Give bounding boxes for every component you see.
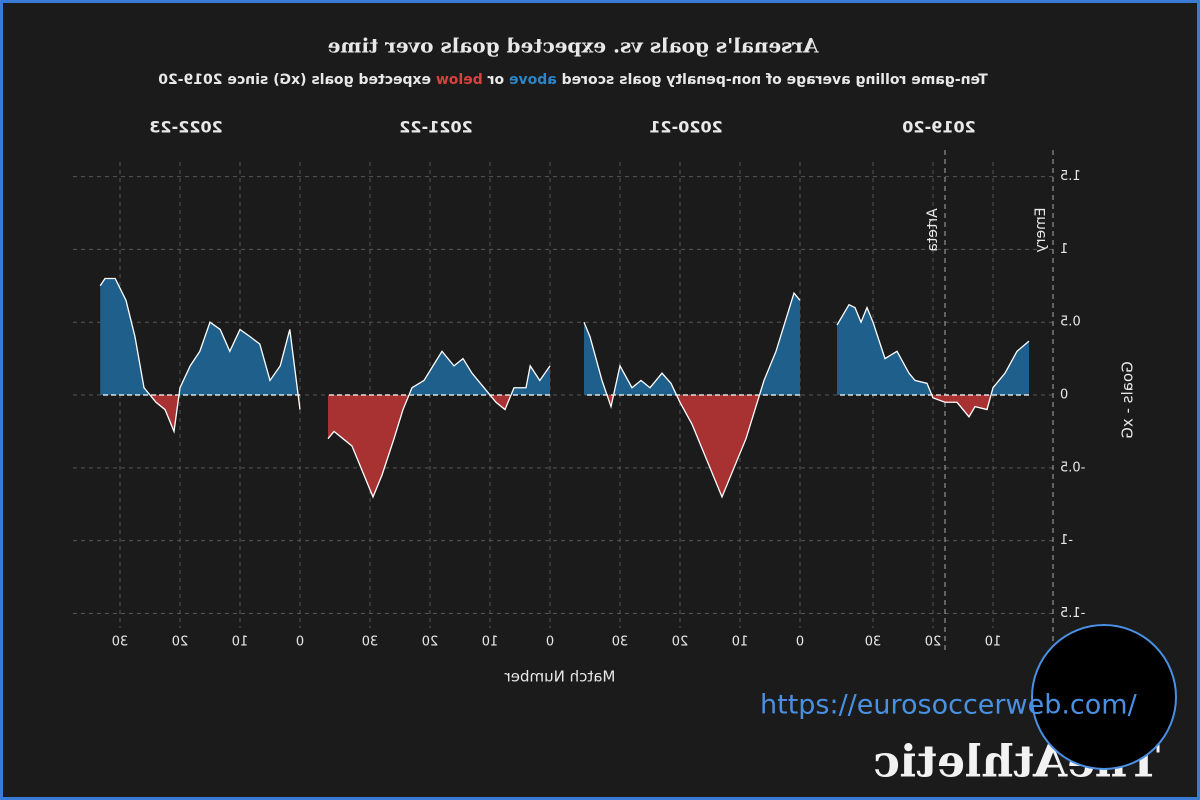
panel-title: 2020-21: [649, 118, 722, 137]
area-above: [328, 351, 550, 395]
subtitle-part: or: [483, 72, 509, 88]
annotation-label: Arteta: [925, 208, 941, 252]
x-tick-label: 20: [672, 635, 689, 650]
line: [583, 291, 801, 499]
y-tick-label: -1: [1060, 533, 1073, 548]
y-tick-label: -1.5: [1060, 606, 1085, 621]
x-tick-label: 30: [112, 635, 129, 650]
line: [327, 350, 551, 499]
x-tick-label: 30: [865, 635, 882, 650]
watermark: https://eurosoccerweb.com/: [760, 690, 1138, 721]
x-tick-label: 20: [925, 635, 942, 650]
x-tick-label: 10: [985, 635, 1002, 650]
line: [99, 277, 301, 434]
x-tick-label: 0: [546, 635, 554, 650]
chart: Arsenal's goals vs. expected goals over …: [72, 34, 1160, 788]
subtitle-part: Ten-game rolling average of non-penalty …: [557, 72, 988, 88]
area-above: [837, 304, 1029, 395]
y-tick-label: 0.5: [1060, 315, 1081, 330]
area-above: [100, 278, 300, 395]
x-tick-label: 30: [362, 635, 379, 650]
y-axis-label: Goals - xG: [1119, 361, 1137, 438]
area-below: [584, 395, 800, 497]
x-tick-label: 10: [232, 635, 249, 650]
subtitle-part: expected goals (xG) since 2019-20: [158, 72, 436, 88]
chart-title: Arsenal's goals vs. expected goals over …: [328, 34, 820, 58]
area-below: [837, 395, 1029, 417]
subtitle-part: above: [509, 72, 557, 88]
panel-title: 2022-23: [149, 118, 222, 137]
x-tick-label: 0: [296, 635, 304, 650]
y-tick-label: -0.5: [1060, 460, 1085, 475]
x-tick-label: 10: [482, 635, 499, 650]
watermark-circle: [1031, 624, 1177, 770]
x-axis-label: Match Number: [504, 668, 616, 686]
x-tick-label: 10: [732, 635, 749, 650]
panel-title: 2019-20: [902, 118, 975, 137]
area-below: [328, 395, 550, 497]
y-tick-label: 1: [1060, 242, 1068, 257]
subtitle-part: below: [436, 72, 483, 88]
panel-title: 2021-22: [399, 118, 472, 137]
area-above: [584, 293, 800, 395]
subtitle: Ten-game rolling average of non-penalty …: [158, 72, 988, 88]
x-tick-label: 30: [612, 635, 629, 650]
x-tick-label: 0: [796, 635, 804, 650]
x-tick-label: 20: [422, 635, 439, 650]
line: [836, 303, 1030, 418]
y-tick-label: 1.5: [1060, 169, 1081, 184]
y-tick-label: 0: [1060, 388, 1068, 403]
x-tick-label: 20: [172, 635, 189, 650]
annotation-label: Emery: [1033, 207, 1049, 252]
